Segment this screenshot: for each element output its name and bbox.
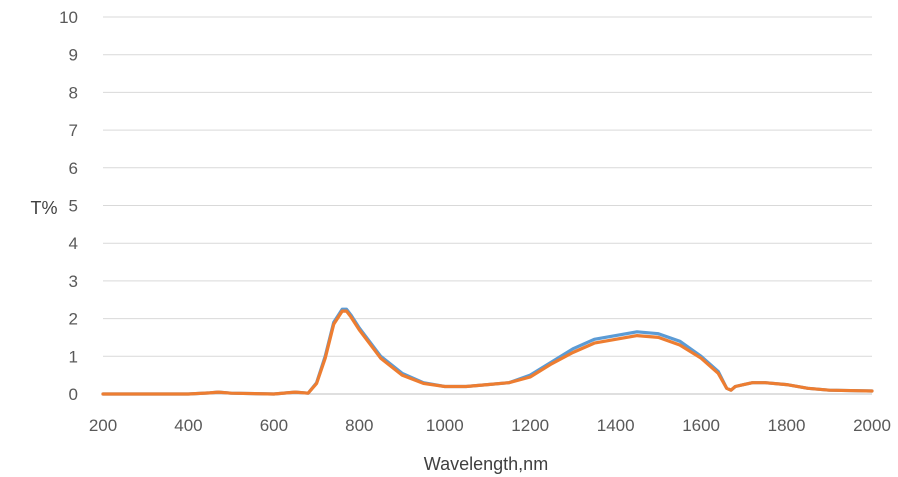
x-tick-label: 1800: [768, 416, 806, 435]
y-tick-label: 10: [59, 8, 78, 27]
x-tick-label: 800: [345, 416, 373, 435]
y-tick-label: 9: [69, 46, 78, 65]
y-tick-label: 4: [69, 234, 78, 253]
x-tick-label: 1000: [426, 416, 464, 435]
series-line-2: [101, 309, 874, 396]
grid-lines: [103, 16, 872, 395]
plot-series: [101, 307, 874, 396]
x-axis-ticks: 200 400 600 800 1000 1200 1400 1600 1800 2000: [89, 416, 891, 435]
x-tick-label: 1400: [597, 416, 635, 435]
y-tick-label: 5: [69, 197, 78, 216]
y-tick-label: 1: [69, 347, 78, 366]
y-tick-label: 2: [69, 310, 78, 329]
x-tick-label: 1600: [682, 416, 720, 435]
x-axis-title: Wavelength,nm: [424, 454, 548, 474]
x-tick-label: 1200: [511, 416, 549, 435]
x-tick-label: 600: [260, 416, 288, 435]
y-axis-title: T%: [31, 198, 58, 218]
y-tick-label: 6: [69, 159, 78, 178]
y-tick-label: 8: [69, 83, 78, 102]
x-tick-label: 200: [89, 416, 117, 435]
x-tick-label: 400: [174, 416, 202, 435]
y-tick-label: 3: [69, 272, 78, 291]
y-tick-label: 7: [69, 121, 78, 140]
x-tick-label: 2000: [853, 416, 891, 435]
y-tick-label: 0: [69, 385, 78, 404]
y-axis-ticks: 0 1 2 3 4 5 6 7 8 9 10: [59, 8, 78, 404]
